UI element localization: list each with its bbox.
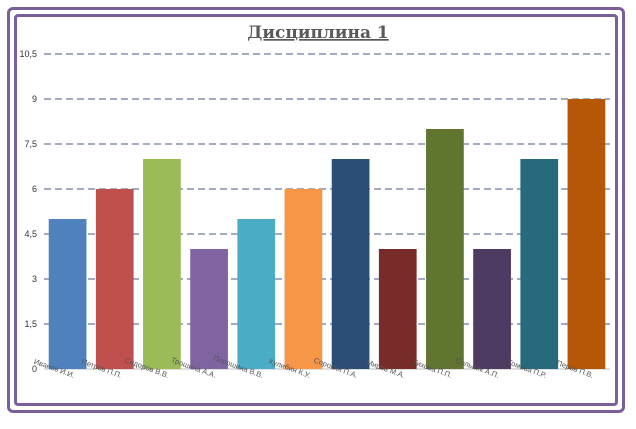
bar — [237, 219, 276, 369]
bars — [48, 99, 606, 369]
bar — [520, 159, 559, 369]
bar — [473, 249, 511, 369]
bar — [95, 189, 134, 369]
gridlines — [44, 53, 610, 370]
y-tick-label: 10,5 — [19, 49, 37, 59]
y-tick-label: 4,5 — [24, 229, 37, 239]
bar — [143, 159, 181, 369]
y-tick-label: 6 — [32, 184, 37, 194]
y-tick-label: 7,5 — [24, 139, 37, 149]
bar — [567, 99, 606, 369]
bar — [190, 249, 228, 369]
bar — [378, 249, 417, 369]
bar — [48, 219, 87, 369]
y-tick-label: 3 — [32, 274, 37, 284]
y-axis: 0 1,5 3 4,5 6 7,5 9 10,5 — [19, 49, 37, 374]
y-tick-label: 1,5 — [24, 319, 37, 329]
bar — [331, 159, 370, 369]
bar — [284, 189, 323, 369]
bar — [426, 129, 464, 369]
chart-title: Дисциплина 1 — [247, 23, 389, 43]
y-tick-label: 0 — [32, 364, 37, 374]
y-tick-label: 9 — [32, 94, 37, 104]
